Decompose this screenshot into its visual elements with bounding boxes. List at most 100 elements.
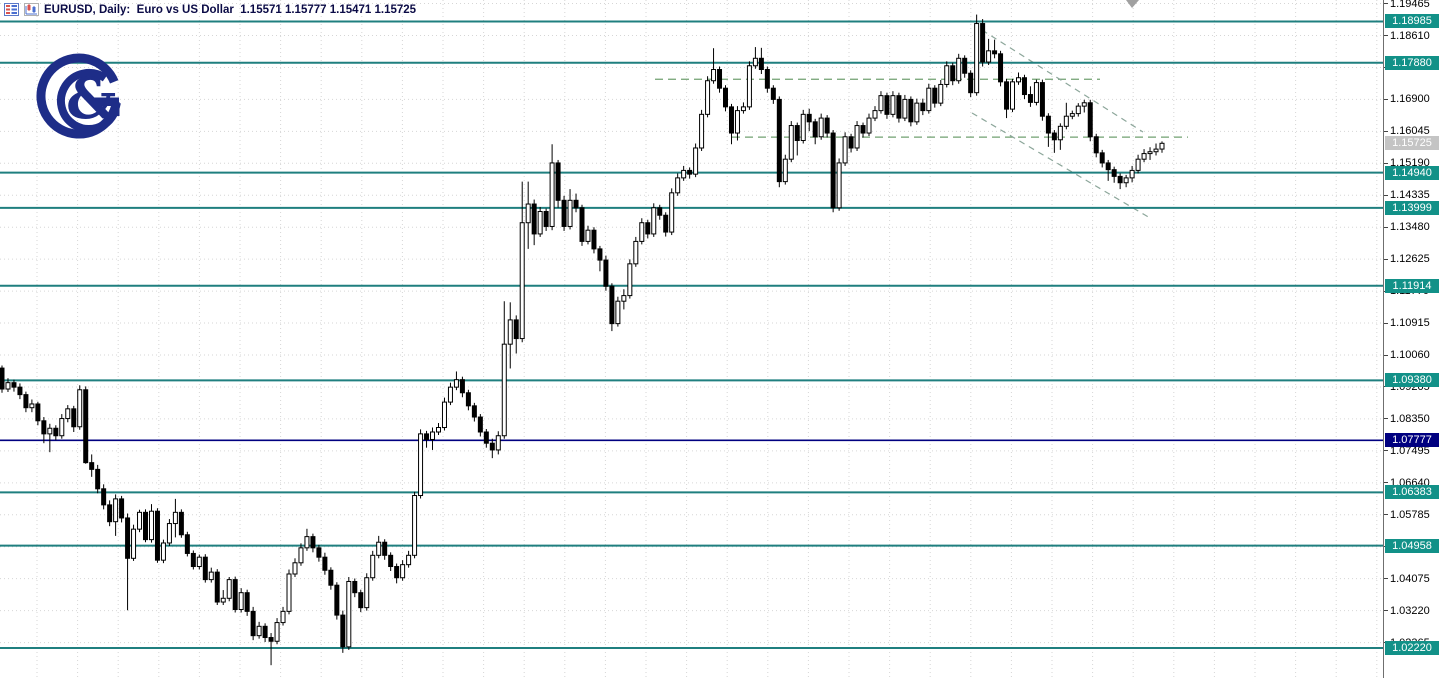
axis-tick-label: 1.19465 xyxy=(1390,0,1430,10)
candle xyxy=(29,403,35,409)
candle xyxy=(1015,77,1021,83)
candle xyxy=(328,569,334,586)
candle xyxy=(705,80,711,115)
axis-tick-label: 1.10060 xyxy=(1390,349,1430,361)
candle xyxy=(364,577,370,609)
candle xyxy=(980,23,986,63)
axis-tick-mark xyxy=(1384,322,1388,324)
candle xyxy=(663,214,669,233)
candle xyxy=(83,389,89,464)
candle xyxy=(501,343,507,437)
price-axis[interactable]: 1.194651.186101.177551.169001.160451.151… xyxy=(1383,0,1439,678)
candle xyxy=(854,125,860,149)
candle xyxy=(459,379,465,394)
axis-tick-label: 1.13480 xyxy=(1390,221,1430,234)
symbol-period-label: EURUSD, Daily: xyxy=(44,3,131,16)
axis-tick-mark xyxy=(1384,258,1388,260)
candle xyxy=(65,408,71,420)
candle xyxy=(412,495,418,556)
candle xyxy=(352,580,358,594)
axis-tick-mark xyxy=(1384,450,1388,452)
candle xyxy=(764,69,770,89)
candle xyxy=(932,87,938,104)
candle xyxy=(902,98,908,119)
candle xyxy=(262,625,268,639)
market-watch-icon[interactable] xyxy=(4,3,19,16)
candle xyxy=(424,433,430,440)
level-price-badge: 1.14940 xyxy=(1385,165,1439,180)
axis-tick-label: 1.12625 xyxy=(1390,253,1430,266)
candle xyxy=(872,110,878,119)
candle xyxy=(645,222,651,235)
candle xyxy=(734,110,740,134)
candle xyxy=(47,427,53,435)
candle xyxy=(1004,81,1010,110)
candle xyxy=(1033,82,1039,103)
candle xyxy=(788,125,794,160)
candle xyxy=(388,554,394,568)
candle xyxy=(561,199,567,227)
chart-title: EURUSD, Daily: Euro vs US Dollar 1.15571… xyxy=(44,4,416,16)
level-price-badge: 1.07777 xyxy=(1385,433,1439,448)
candle xyxy=(675,177,681,194)
candle xyxy=(555,162,561,201)
candle xyxy=(292,562,298,575)
candle xyxy=(740,106,746,112)
candle xyxy=(992,50,998,55)
chart-shift-marker-icon[interactable] xyxy=(1126,0,1139,8)
axis-tick-mark xyxy=(1384,514,1388,516)
candle xyxy=(800,113,806,142)
axis-tick-label: 1.07495 xyxy=(1390,444,1430,457)
price-chart-canvas[interactable] xyxy=(0,0,1383,678)
candle xyxy=(717,69,723,89)
candle xyxy=(567,199,573,227)
candle xyxy=(723,87,729,108)
candle xyxy=(1147,151,1153,155)
axis-tick-label: 1.16045 xyxy=(1390,125,1430,138)
axis-tick-mark xyxy=(1384,194,1388,196)
candle xyxy=(17,386,23,396)
axis-tick-label: 1.08350 xyxy=(1390,412,1430,425)
candle xyxy=(1117,175,1123,184)
candle xyxy=(681,169,687,179)
candle xyxy=(274,622,280,642)
candle xyxy=(543,211,549,227)
candle xyxy=(226,579,232,599)
candle xyxy=(250,610,256,637)
candle xyxy=(0,367,5,390)
candle xyxy=(824,117,830,134)
candle xyxy=(1039,82,1045,117)
candle xyxy=(693,147,699,175)
descending-channel-trendline[interactable] xyxy=(981,29,1144,133)
candle xyxy=(322,556,328,571)
candle xyxy=(1153,148,1159,153)
candlestick-chart-icon[interactable] xyxy=(24,3,39,16)
chart-title-bar: EURUSD, Daily: Euro vs US Dollar 1.15571… xyxy=(4,2,416,17)
candle xyxy=(238,592,244,611)
candle xyxy=(986,50,992,63)
candle xyxy=(471,405,477,418)
candle xyxy=(669,192,675,233)
candle xyxy=(304,536,310,549)
candle xyxy=(597,248,603,261)
descending-channel-trendline[interactable] xyxy=(971,112,1151,219)
level-price-badge: 1.06383 xyxy=(1385,485,1439,500)
candle xyxy=(627,263,633,297)
candle xyxy=(950,65,956,82)
candle xyxy=(208,571,214,581)
candle xyxy=(878,95,884,112)
axis-tick-mark xyxy=(1384,578,1388,580)
candle xyxy=(286,573,292,612)
candle xyxy=(920,102,926,112)
candle xyxy=(1135,158,1141,171)
candle xyxy=(956,57,962,82)
candle xyxy=(1051,132,1057,141)
candle xyxy=(495,435,501,451)
candle xyxy=(483,431,489,444)
candle xyxy=(346,580,352,648)
candle xyxy=(268,637,274,642)
candle xyxy=(5,382,11,390)
candle xyxy=(794,125,800,142)
axis-tick-label: 1.18610 xyxy=(1390,29,1430,42)
level-price-badge: 1.17880 xyxy=(1385,55,1439,70)
